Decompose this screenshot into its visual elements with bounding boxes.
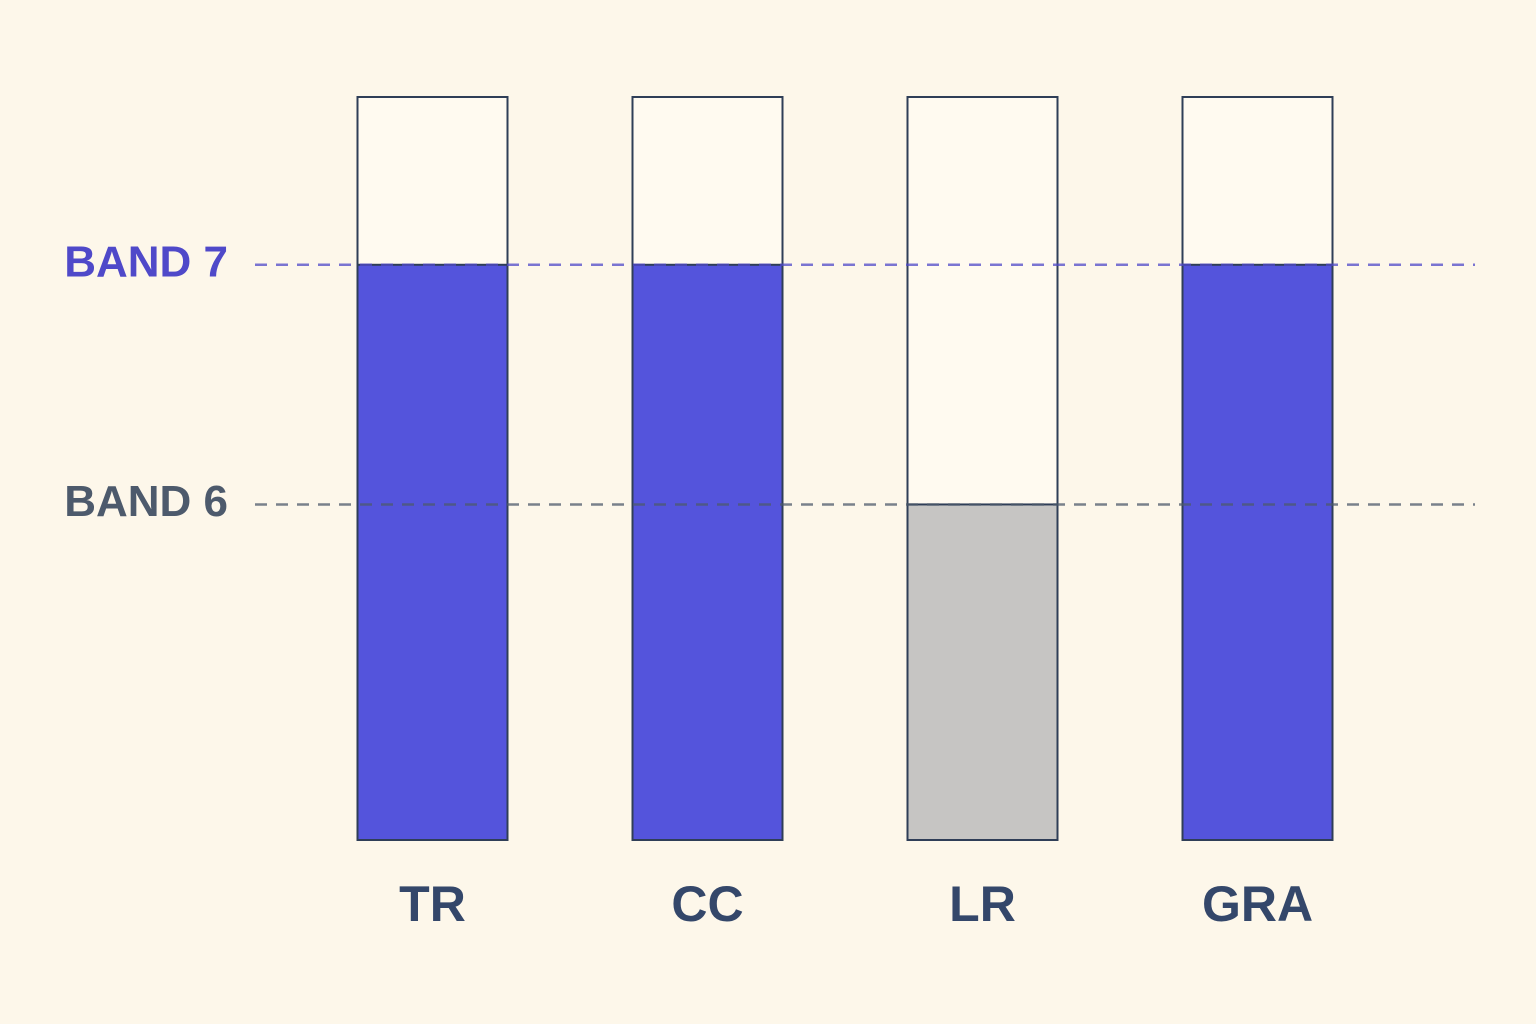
bar xyxy=(356,263,509,842)
x-tick-label: CC xyxy=(671,876,743,932)
bar xyxy=(906,503,1059,841)
x-tick-label: LR xyxy=(949,876,1016,932)
bar xyxy=(1181,263,1334,842)
x-tick-label: TR xyxy=(399,876,466,932)
reference-label: BAND 6 xyxy=(64,477,228,526)
x-tick-label: GRA xyxy=(1202,876,1313,932)
bar xyxy=(631,263,784,842)
reference-label: BAND 7 xyxy=(64,237,228,286)
